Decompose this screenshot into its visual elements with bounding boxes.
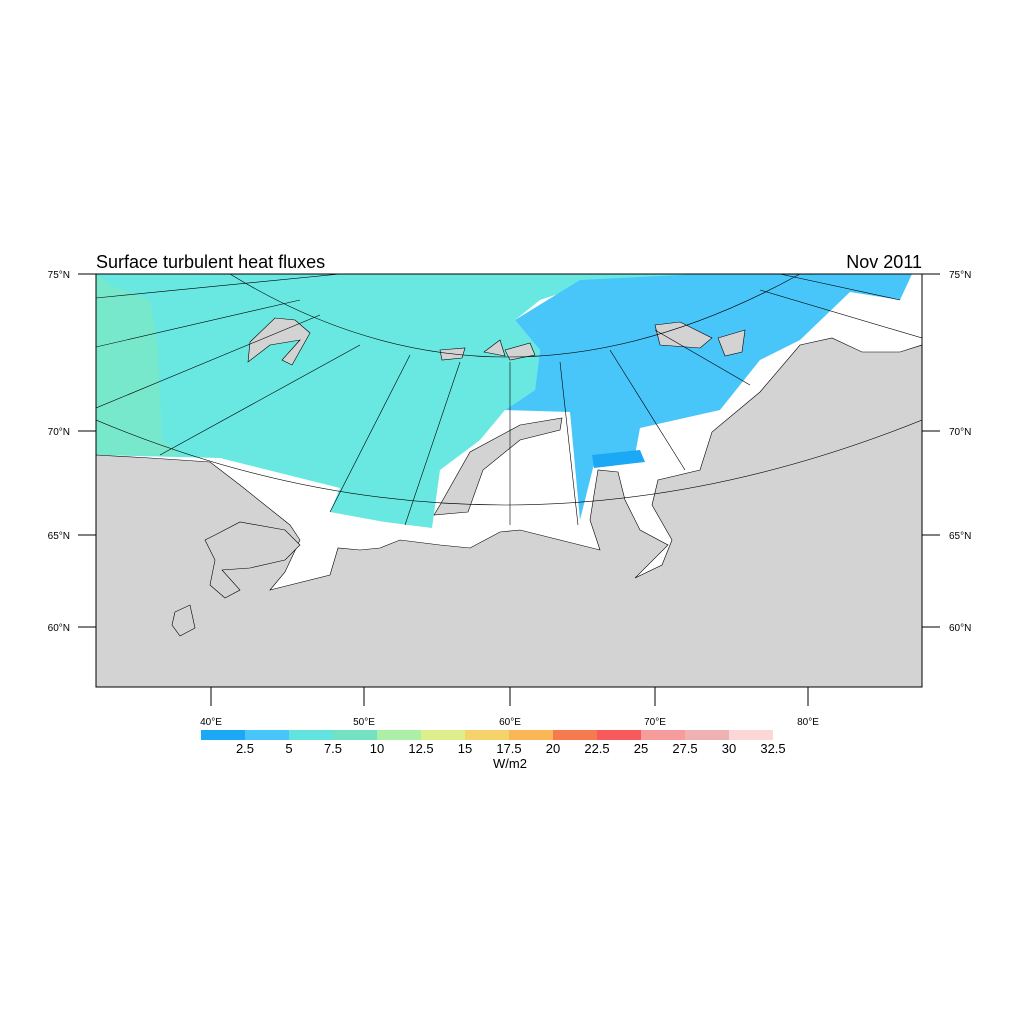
ticks: 75°N 75°N 70°N 70°N 65°N 65°N 60°N 60°N 40°E 50°E… — [48, 270, 972, 728]
lon-label: 40°E — [200, 717, 222, 728]
colorbar-box — [553, 730, 597, 740]
flux-region — [592, 450, 645, 468]
land — [96, 317, 922, 687]
colorbar-label: 20 — [546, 741, 560, 756]
colorbar-box — [377, 730, 421, 740]
colorbar-label: 10 — [370, 741, 384, 756]
colorbar-box — [685, 730, 729, 740]
lat-label: 65°N — [949, 531, 971, 542]
colorbar-box — [597, 730, 641, 740]
colorbar-box — [465, 730, 509, 740]
lat-label: 65°N — [48, 531, 70, 542]
colorbar-label: 25 — [634, 741, 648, 756]
colorbar-box — [201, 730, 245, 740]
colorbar-label: 2.5 — [236, 741, 254, 756]
lon-label: 80°E — [797, 717, 819, 728]
colorbar: 2.5 5 7.5 10 12.5 15 17.5 20 22.5 25 27.5 30 32.5 — [201, 730, 786, 756]
right-title: Nov 2011 — [846, 252, 922, 272]
colorbar-unit: W/m2 — [493, 756, 527, 771]
lon-label: 70°E — [644, 717, 666, 728]
lat-label: 75°N — [949, 270, 971, 281]
colorbar-box — [289, 730, 333, 740]
colorbar-label: 22.5 — [584, 741, 609, 756]
lat-label: 70°N — [949, 427, 971, 438]
colorbar-label: 7.5 — [324, 741, 342, 756]
colorbar-label: 12.5 — [408, 741, 433, 756]
lat-label: 60°N — [949, 623, 971, 634]
colorbar-label: 5 — [285, 741, 292, 756]
lon-label: 50°E — [353, 717, 375, 728]
graticule — [96, 274, 922, 526]
lat-label: 70°N — [48, 427, 70, 438]
colorbar-box — [641, 730, 685, 740]
colorbar-label: 32.5 — [760, 741, 785, 756]
colorbar-box — [245, 730, 289, 740]
map-area — [96, 274, 922, 687]
colorbar-label: 27.5 — [672, 741, 697, 756]
colorbar-label: 17.5 — [496, 741, 521, 756]
colorbar-box — [509, 730, 553, 740]
colorbar-box — [333, 730, 377, 740]
colorbar-box — [729, 730, 773, 740]
lat-label: 60°N — [48, 623, 70, 634]
colorbar-label: 30 — [722, 741, 736, 756]
lon-label: 60°E — [499, 717, 521, 728]
plot-frame — [95, 273, 923, 688]
left-title: Surface turbulent heat fluxes — [96, 252, 325, 272]
lat-label: 75°N — [48, 270, 70, 281]
colorbar-box — [421, 730, 465, 740]
colorbar-label: 15 — [458, 741, 472, 756]
flux-region — [96, 274, 180, 455]
